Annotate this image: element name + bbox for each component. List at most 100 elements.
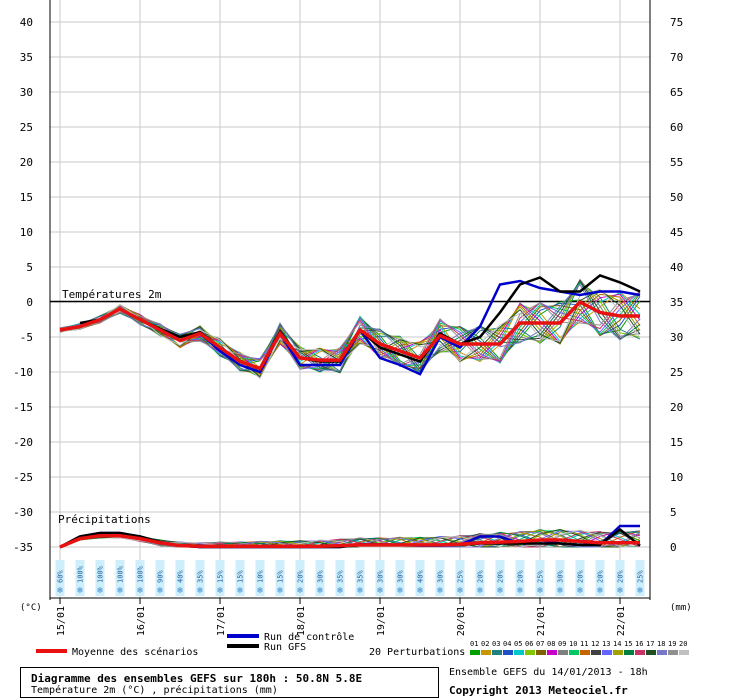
probability-bar: [195, 560, 205, 596]
perturbation-temp-line: [59, 296, 641, 372]
snowflake-icon: ❄: [357, 586, 363, 596]
probability-bar: [635, 560, 645, 596]
chart-subtitle: Température 2m (°C) , précipitations (mm…: [31, 685, 278, 696]
probability-label: 20%: [577, 570, 585, 583]
snowflake-icon: ❄: [157, 586, 163, 596]
temperature-panel-label: Températures 2m: [62, 288, 162, 301]
probability-label: 30%: [557, 570, 565, 583]
probability-bar: [335, 560, 345, 596]
perturbation-id: 06: [525, 640, 533, 648]
probability-bar: [435, 560, 445, 596]
perturbation-swatch: [514, 650, 524, 655]
y-left-tick-label: 5: [26, 261, 33, 274]
y-right-tick-label: 25: [670, 366, 683, 379]
y-right-tick-label: 50: [670, 191, 683, 204]
probability-label: 100%: [97, 565, 105, 583]
perturbation-temp-line: [59, 288, 641, 380]
probability-bar: [455, 560, 465, 596]
y-right-tick-label: 75: [670, 16, 683, 29]
probability-bar: [55, 560, 65, 596]
y-right-tick-label: 10: [670, 471, 683, 484]
y-left-tick-label: -5: [20, 331, 33, 344]
probability-label: 100%: [77, 565, 85, 583]
y-right-tick-label: 0: [670, 541, 677, 554]
ensemble-chart: 15/01 16/01 17/01 18/01 19/01 20/01 21/01 22/01…: [13, 0, 692, 658]
perturbation-temp-line: [60, 291, 641, 369]
precipitation-panel-label: Précipitations: [58, 513, 151, 526]
snowflake-icon: ❄: [577, 586, 583, 596]
plot-area: [50, 0, 650, 600]
perturbation-id: 18: [657, 640, 665, 648]
snowflake-icon: ❄: [257, 586, 263, 596]
snowflake-icon: ❄: [377, 586, 383, 596]
probability-label: 30%: [397, 570, 405, 583]
y-right-tick-label: 60: [670, 121, 683, 134]
probability-bar: [595, 560, 605, 596]
probability-label: 100%: [117, 565, 125, 583]
probability-bar: [515, 560, 525, 596]
probability-label: 20%: [617, 570, 625, 583]
probability-label: 25%: [637, 570, 645, 583]
probability-bar: [275, 560, 285, 596]
legend: Moyenne des scénarios Run de contrôle Ru…: [36, 631, 689, 658]
y-left-tick-label: 15: [20, 191, 33, 204]
perturbation-id: 20: [679, 640, 687, 648]
chart-info-box: Diagramme des ensembles GEFS sur 180h : …: [20, 667, 439, 698]
perturbation-id: 02: [481, 640, 489, 648]
snowflake-icon: ❄: [77, 586, 83, 596]
probability-bar: [475, 560, 485, 596]
legend-label-perturbations: 20 Perturbations: [369, 647, 465, 658]
probability-label: 40%: [417, 570, 425, 583]
x-tick-label: 20/01: [456, 606, 467, 636]
y-left-unit: (°C): [20, 603, 42, 613]
perturbation-swatch: [580, 650, 590, 655]
perturbation-temp-line: [59, 289, 641, 378]
probability-bar: [535, 560, 545, 596]
y-left-tick-label: -30: [13, 506, 33, 519]
perturbation-id: 15: [624, 640, 632, 648]
x-tick-label: 15/01: [56, 606, 67, 636]
perturbation-id: 11: [580, 640, 588, 648]
snowflake-icon: ❄: [537, 586, 543, 596]
perturbation-id: 13: [602, 640, 610, 648]
probability-label: 25%: [537, 570, 545, 583]
snowflake-icon: ❄: [617, 586, 623, 596]
snowflake-icon: ❄: [597, 586, 603, 596]
perturbation-lines: [59, 278, 641, 548]
axis-ticks: 15/01 16/01 17/01 18/01 19/01 20/01 21/01 22/01…: [13, 16, 683, 636]
perturbation-id: 17: [646, 640, 654, 648]
y-left-tick-label: 30: [20, 86, 33, 99]
snowflake-icon: ❄: [477, 586, 483, 596]
perturbation-swatch: [602, 650, 612, 655]
y-right-tick-label: 55: [670, 156, 683, 169]
snowflake-icon: ❄: [437, 586, 443, 596]
probability-bar: [315, 560, 325, 596]
perturbation-swatch: [679, 650, 689, 655]
precipitation-probabilities: 60% ❄ 100% ❄ 100% ❄ 100% ❄ 100% ❄ 90% ❄ 40% ❄ 35% ❄ 15% ❄…: [55, 560, 645, 596]
probability-label: 35%: [197, 570, 205, 583]
perturbation-swatch: [558, 650, 568, 655]
y-right-unit: (mm): [670, 603, 692, 613]
perturbation-id: 14: [613, 640, 621, 648]
snowflake-icon: ❄: [57, 586, 63, 596]
probability-label: 15%: [277, 570, 285, 583]
y-right-tick-label: 35: [670, 296, 683, 309]
snowflake-icon: ❄: [297, 586, 303, 596]
probability-label: 60%: [57, 570, 65, 583]
snowflake-icon: ❄: [397, 586, 403, 596]
probability-label: 100%: [137, 565, 145, 583]
probability-bar: [215, 560, 225, 596]
y-right-tick-label: 20: [670, 401, 683, 414]
perturbation-id: 10: [569, 640, 577, 648]
perturbation-swatch: [646, 650, 656, 655]
probability-label: 30%: [377, 570, 385, 583]
probability-label: 20%: [297, 570, 305, 583]
perturbation-swatch: [624, 650, 634, 655]
perturbation-swatch: [536, 650, 546, 655]
x-tick-label: 21/01: [536, 606, 547, 636]
probability-bar: [355, 560, 365, 596]
snowflake-icon: ❄: [497, 586, 503, 596]
y-right-tick-label: 65: [670, 86, 683, 99]
series-precip-line: [59, 534, 640, 549]
perturbation-legend: 01 02 03 04 05 06 07 08 09 10 11 12 13 14 15 16 17 18 19 20: [470, 640, 689, 655]
